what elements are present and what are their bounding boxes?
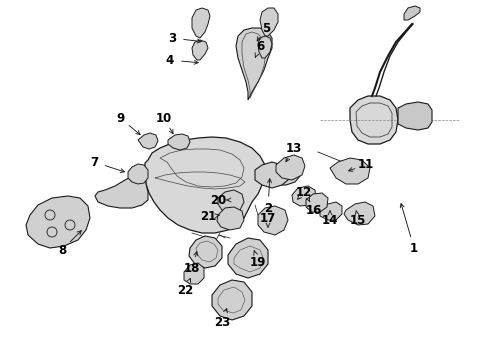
Polygon shape xyxy=(145,137,265,233)
Polygon shape xyxy=(218,190,244,213)
Polygon shape xyxy=(26,196,90,248)
Polygon shape xyxy=(404,6,420,20)
Text: 20: 20 xyxy=(210,194,226,207)
Text: 1: 1 xyxy=(410,242,418,255)
Polygon shape xyxy=(217,207,244,230)
Polygon shape xyxy=(260,8,278,36)
Text: 8: 8 xyxy=(58,243,66,256)
Polygon shape xyxy=(320,202,342,220)
Polygon shape xyxy=(168,134,190,150)
Polygon shape xyxy=(192,40,208,60)
Text: 9: 9 xyxy=(116,112,124,125)
Text: 5: 5 xyxy=(262,22,270,35)
Text: 13: 13 xyxy=(286,141,302,154)
Polygon shape xyxy=(330,158,370,184)
Polygon shape xyxy=(255,162,288,188)
Polygon shape xyxy=(265,162,300,185)
Polygon shape xyxy=(212,280,252,320)
Text: 4: 4 xyxy=(166,54,174,67)
Text: 15: 15 xyxy=(350,213,366,226)
Polygon shape xyxy=(276,155,305,180)
Polygon shape xyxy=(306,193,328,212)
Text: 14: 14 xyxy=(322,213,338,226)
Polygon shape xyxy=(95,172,148,208)
Polygon shape xyxy=(236,28,272,100)
Polygon shape xyxy=(258,206,288,235)
Polygon shape xyxy=(344,202,375,225)
Polygon shape xyxy=(350,96,398,144)
Polygon shape xyxy=(189,236,222,268)
Text: 3: 3 xyxy=(168,31,176,45)
Text: 7: 7 xyxy=(90,156,98,168)
Text: 18: 18 xyxy=(184,261,200,274)
Text: 22: 22 xyxy=(177,284,193,297)
Text: 10: 10 xyxy=(156,112,172,125)
Polygon shape xyxy=(192,8,210,38)
Text: 12: 12 xyxy=(296,185,312,198)
Polygon shape xyxy=(228,238,268,278)
Text: 11: 11 xyxy=(358,158,374,171)
Polygon shape xyxy=(128,164,148,184)
Text: 23: 23 xyxy=(214,315,230,328)
Text: 16: 16 xyxy=(306,203,322,216)
Text: 19: 19 xyxy=(250,256,266,269)
Polygon shape xyxy=(292,186,316,206)
Text: 2: 2 xyxy=(264,202,272,215)
Text: 6: 6 xyxy=(256,40,264,53)
Polygon shape xyxy=(398,102,432,130)
Text: 17: 17 xyxy=(260,211,276,225)
Polygon shape xyxy=(138,133,158,149)
Polygon shape xyxy=(184,263,204,284)
Polygon shape xyxy=(258,36,272,58)
Text: 21: 21 xyxy=(200,211,216,224)
